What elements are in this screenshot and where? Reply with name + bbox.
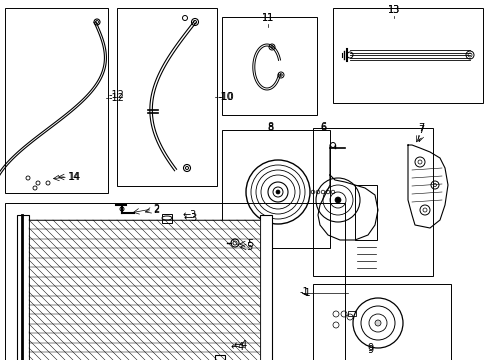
Text: 14: 14 [69, 172, 81, 182]
Text: 7: 7 [417, 123, 423, 133]
Text: 11: 11 [262, 13, 274, 23]
Bar [347, 311, 355, 316]
Text: 7: 7 [417, 125, 423, 135]
Bar [17, 215, 29, 360]
Bar [5, 203, 345, 360]
Text: 11: 11 [262, 13, 274, 23]
Text: ←3: ←3 [183, 210, 197, 220]
Bar [332, 8, 482, 103]
Text: 5: 5 [245, 242, 252, 252]
Text: ←4: ←4 [234, 340, 248, 350]
Bar [354, 185, 376, 240]
Bar [5, 8, 108, 193]
Circle shape [334, 197, 340, 203]
Bar [222, 130, 329, 248]
Text: -1: -1 [299, 287, 309, 297]
Text: 2: 2 [153, 204, 159, 214]
Text: 9: 9 [366, 343, 372, 353]
Text: 5: 5 [246, 239, 253, 249]
Text: ←3: ←3 [183, 213, 198, 223]
Ellipse shape [162, 216, 172, 220]
Bar [162, 214, 172, 223]
Text: 8: 8 [266, 123, 272, 133]
Bar [222, 17, 316, 115]
Bar [260, 215, 271, 360]
Text: 14: 14 [68, 172, 80, 182]
Text: -1: -1 [302, 288, 311, 298]
Text: -12: -12 [109, 93, 124, 103]
Bar [312, 284, 450, 360]
Text: 13: 13 [387, 5, 399, 15]
Text: 6: 6 [319, 123, 325, 133]
Circle shape [275, 190, 280, 194]
Text: ←4: ←4 [230, 342, 245, 352]
Bar [29, 220, 260, 360]
Text: -10: -10 [218, 92, 233, 102]
Bar [215, 355, 224, 360]
Text: 2: 2 [153, 205, 159, 215]
Text: 9: 9 [366, 345, 372, 355]
Bar [117, 8, 217, 186]
Text: 8: 8 [266, 122, 272, 132]
Text: 6: 6 [319, 122, 325, 132]
Circle shape [374, 320, 380, 326]
Text: -10: -10 [219, 92, 234, 102]
Bar [312, 128, 432, 276]
Text: -12: -12 [109, 90, 124, 100]
Text: 13: 13 [387, 5, 399, 15]
